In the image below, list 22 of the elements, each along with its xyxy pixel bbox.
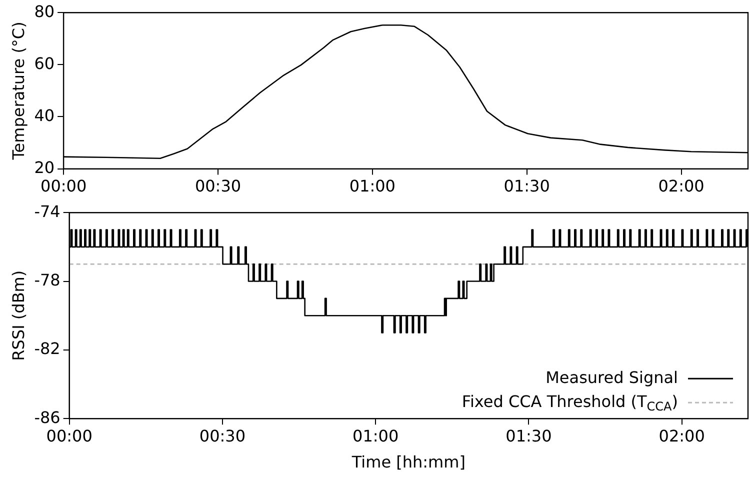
x-tick-label: 00:30 xyxy=(194,176,242,196)
x-tick-label: 01:00 xyxy=(349,176,396,196)
y-tick-label: 80 xyxy=(34,2,55,21)
y-tick-label: 40 xyxy=(34,106,55,125)
x-axis-title: Time [hh:mm] xyxy=(350,452,466,472)
y-axis-title: RSSI (dBm) xyxy=(8,270,28,361)
y-tick-label: -82 xyxy=(34,339,60,358)
x-tick-label: 01:30 xyxy=(504,176,550,196)
y-axis-title: Temperature (°C) xyxy=(8,22,28,161)
y-tick-label: -86 xyxy=(34,408,60,427)
x-tick-label: 02:00 xyxy=(658,176,704,196)
y-tick-label: -74 xyxy=(34,202,60,221)
y-tick-label: 60 xyxy=(34,54,55,73)
y-tick-label: 20 xyxy=(34,158,55,177)
x-tick-label: 00:30 xyxy=(199,426,246,446)
y-tick-label: -78 xyxy=(34,270,60,290)
legend-label: Measured Signal xyxy=(546,368,678,387)
x-tick-label: 01:30 xyxy=(506,426,552,446)
x-tick-label: 00:00 xyxy=(40,176,87,196)
x-tick-label: 02:00 xyxy=(658,426,705,446)
x-tick-label: 01:00 xyxy=(352,426,399,446)
x-tick-label: 00:00 xyxy=(46,426,92,446)
